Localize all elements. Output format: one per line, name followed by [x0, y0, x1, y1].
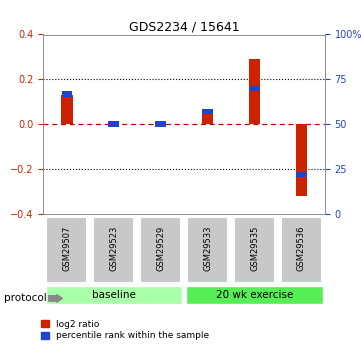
Legend: log2 ratio, percentile rank within the sample: log2 ratio, percentile rank within the s…	[41, 320, 209, 341]
Text: baseline: baseline	[92, 289, 136, 299]
Bar	[296, 171, 307, 177]
FancyBboxPatch shape	[187, 217, 228, 283]
FancyBboxPatch shape	[46, 217, 87, 283]
FancyBboxPatch shape	[93, 217, 134, 283]
Bar	[108, 121, 119, 127]
FancyBboxPatch shape	[45, 286, 182, 304]
Title: GDS2234 / 15641: GDS2234 / 15641	[129, 20, 239, 33]
Text: GSM29535: GSM29535	[250, 226, 259, 272]
Bar	[249, 59, 260, 124]
Bar	[61, 91, 72, 97]
Text: GSM29529: GSM29529	[156, 226, 165, 272]
Bar	[61, 95, 73, 124]
Text: GSM29523: GSM29523	[109, 226, 118, 272]
Bar	[249, 86, 260, 91]
Bar	[296, 124, 307, 196]
FancyBboxPatch shape	[281, 217, 322, 283]
Bar	[202, 109, 213, 115]
Bar	[155, 121, 166, 127]
FancyBboxPatch shape	[187, 286, 323, 304]
Text: 20 wk exercise: 20 wk exercise	[216, 289, 293, 299]
Bar	[202, 108, 213, 124]
FancyArrow shape	[49, 295, 62, 302]
FancyBboxPatch shape	[140, 217, 181, 283]
Text: GSM29536: GSM29536	[297, 226, 306, 272]
Text: GSM29507: GSM29507	[62, 226, 71, 272]
FancyBboxPatch shape	[234, 217, 275, 283]
Text: protocol: protocol	[4, 294, 46, 303]
Text: GSM29533: GSM29533	[203, 226, 212, 272]
